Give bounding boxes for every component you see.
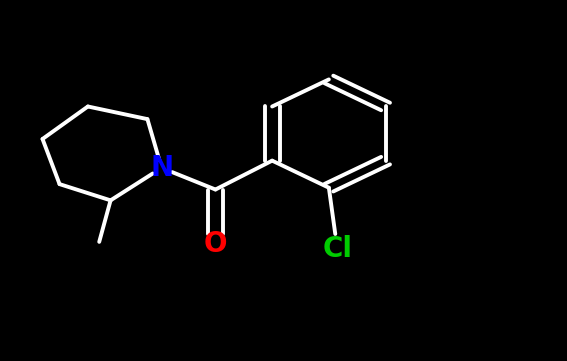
Text: O: O	[204, 230, 227, 258]
Text: N: N	[150, 154, 173, 182]
Text: Cl: Cl	[323, 235, 352, 263]
